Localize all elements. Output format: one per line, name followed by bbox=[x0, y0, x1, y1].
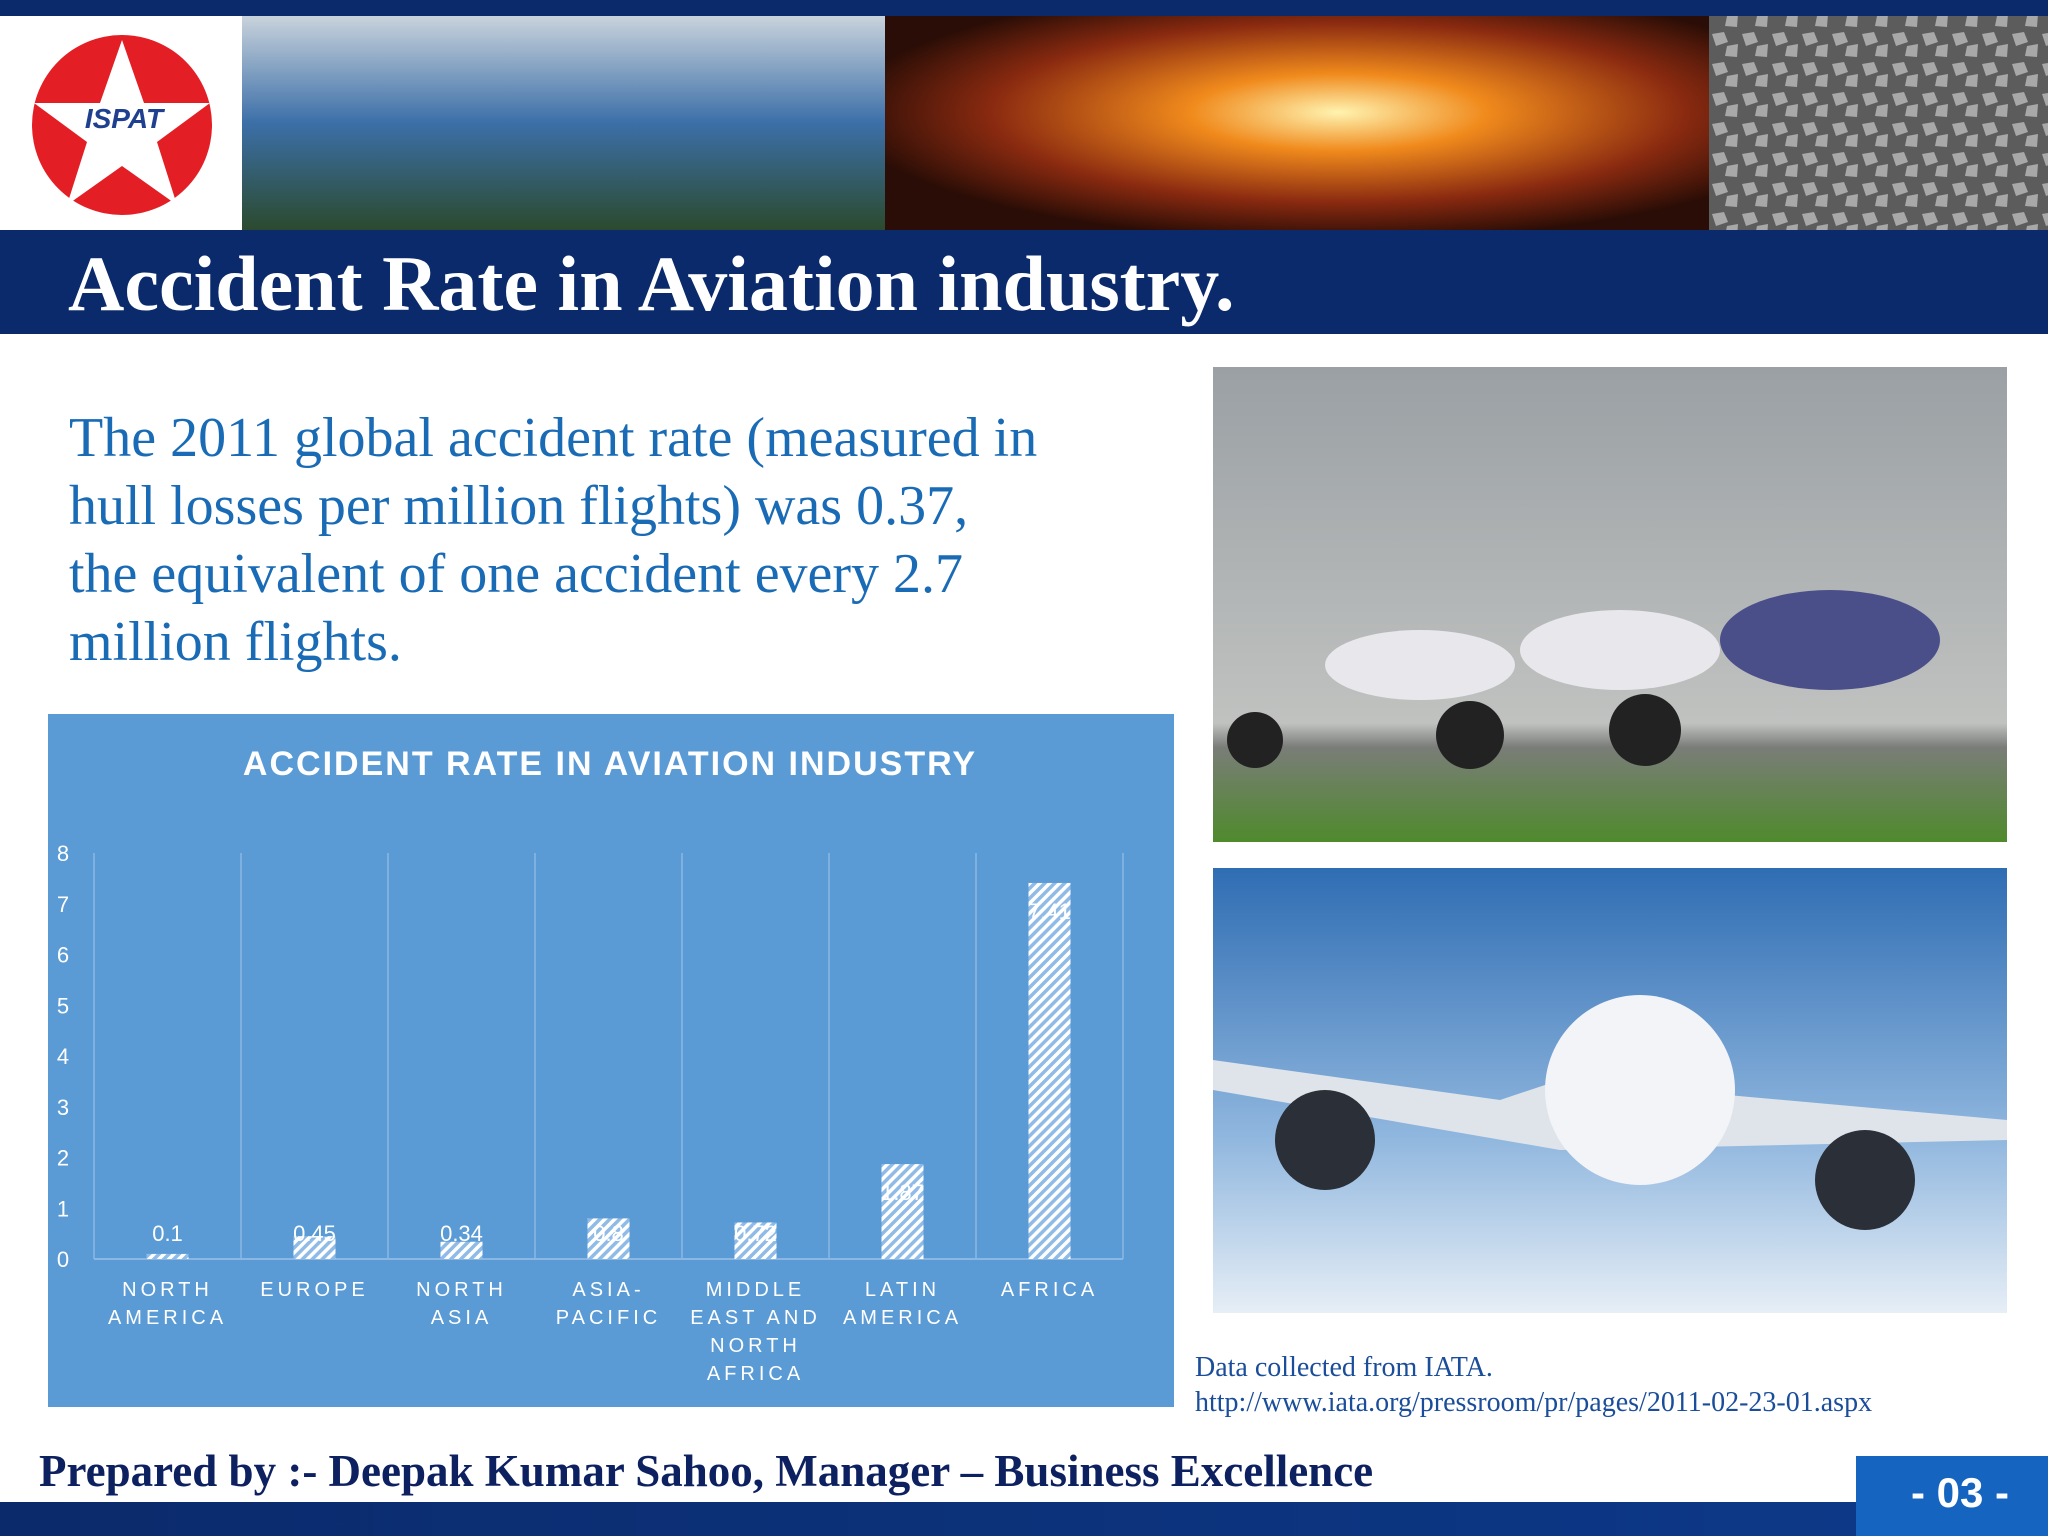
ore-photo bbox=[1709, 16, 2048, 230]
page-number-box bbox=[1856, 1456, 2048, 1536]
x-tick-label: NORTH ASIA bbox=[416, 1279, 507, 1329]
bar bbox=[587, 1218, 630, 1259]
logo-star bbox=[34, 40, 210, 205]
x-tick-label: EUROPE bbox=[260, 1279, 368, 1301]
value-label: 0.72 bbox=[734, 1221, 777, 1246]
bar bbox=[440, 1241, 483, 1259]
x-tick-label: AFRICA bbox=[1001, 1279, 1098, 1301]
intro-line: million flights. bbox=[69, 611, 402, 673]
bar bbox=[881, 1164, 924, 1259]
source-line: Data collected from IATA. bbox=[1195, 1352, 1493, 1383]
x-tick-label: MIDDLE EAST AND NORTH AFRICA bbox=[690, 1279, 821, 1385]
plot: 0 1 2 3 4 5 6 7 8 0.1 NORTH AMERICA 0.45 EUROPE 0.34 NO… bbox=[57, 841, 1124, 1385]
source-text: Data collected from IATA. http://www.iata… bbox=[1195, 1352, 1872, 1418]
bar bbox=[146, 1253, 189, 1259]
y-tick-label: 7 bbox=[57, 892, 69, 917]
intro-text: The 2011 global accident rate (measured … bbox=[69, 407, 1037, 673]
value-label: 0.34 bbox=[440, 1221, 483, 1246]
value-label: 0.45 bbox=[293, 1221, 336, 1246]
page-number: - 03 - bbox=[1911, 1469, 2009, 1516]
bottom-strip bbox=[0, 1502, 2048, 1536]
y-tick-label: 0 bbox=[57, 1247, 69, 1272]
y-tick-label: 3 bbox=[57, 1095, 69, 1120]
top-strip bbox=[0, 0, 2048, 16]
bar bbox=[1028, 882, 1071, 1259]
chart-area bbox=[48, 714, 1174, 1407]
chart-title: ACCIDENT RATE IN AVIATION INDUSTRY bbox=[243, 745, 977, 783]
value-label: 1.87 bbox=[881, 1180, 924, 1205]
y-tick-label: 1 bbox=[57, 1196, 69, 1221]
plane-shape bbox=[1213, 995, 2007, 1230]
value-label: 0.1 bbox=[152, 1221, 183, 1246]
slide-title: Accident Rate in Aviation industry. bbox=[68, 240, 1234, 327]
planes-shapes bbox=[1227, 590, 1940, 769]
y-tick-label: 4 bbox=[57, 1044, 69, 1069]
y-tick-label: 5 bbox=[57, 993, 69, 1018]
intro-line: The 2011 global accident rate (measured … bbox=[69, 407, 1037, 469]
y-tick-label: 2 bbox=[57, 1146, 69, 1171]
y-tick-label: 8 bbox=[57, 841, 69, 866]
intro-line: hull losses per million flights) was 0.3… bbox=[69, 475, 968, 537]
y-tick-label: 6 bbox=[57, 943, 69, 968]
source-line: http://www.iata.org/pressroom/pr/pages/2… bbox=[1195, 1387, 1872, 1418]
x-tick-label: NORTH AMERICA bbox=[108, 1279, 227, 1329]
plant-photo bbox=[242, 16, 885, 230]
value-label: 0.8 bbox=[593, 1221, 624, 1246]
value-label: 7.41 bbox=[1028, 899, 1071, 924]
furnace-photo bbox=[885, 16, 1709, 230]
intro-line: the equivalent of one accident every 2.7 bbox=[69, 543, 963, 605]
logo-text: ISPAT bbox=[85, 103, 166, 134]
footer-text: Prepared by :- Deepak Kumar Sahoo, Manag… bbox=[39, 1446, 1373, 1496]
x-tick-label: LATIN AMERICA bbox=[843, 1279, 962, 1329]
title-band bbox=[0, 230, 2048, 334]
bar bbox=[293, 1236, 336, 1259]
bar bbox=[734, 1222, 777, 1259]
x-tick-label: ASIA-PACIFIC bbox=[556, 1279, 661, 1329]
